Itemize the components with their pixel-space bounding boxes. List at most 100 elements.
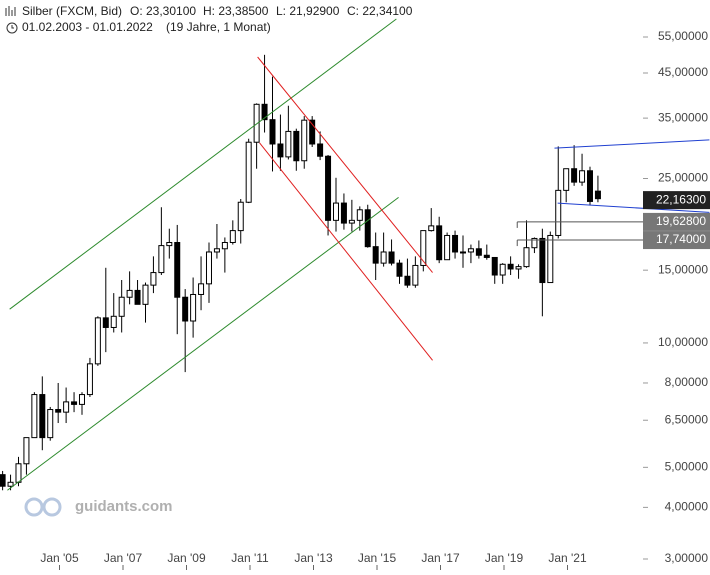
candle-body (221, 242, 228, 250)
y-tick-label: 5,00000 (665, 459, 709, 473)
candle-body (213, 248, 220, 253)
candle-body (158, 245, 165, 274)
candle-body (356, 209, 363, 221)
candle-body (531, 237, 538, 249)
candle-body (245, 141, 252, 203)
candle-body (444, 234, 451, 261)
candle-body (102, 317, 109, 328)
candle-body (452, 234, 459, 253)
candle-body (86, 363, 93, 396)
candle-body (428, 225, 435, 232)
x-tick-label: Jan '05 (40, 551, 79, 565)
candle-body (15, 463, 22, 483)
x-tick-label: Jan '19 (485, 551, 524, 565)
candle-body (348, 219, 355, 224)
price-label: 19,62800 (656, 214, 706, 228)
candle-body (515, 266, 522, 270)
candle-body (47, 409, 54, 439)
header-close: C: 22,34100 (347, 4, 413, 18)
candle-body (285, 130, 292, 158)
candle-body (190, 293, 197, 322)
trend-line (257, 56, 433, 273)
candle-body (0, 474, 6, 487)
trend-line (7, 197, 399, 491)
x-tick-label: Jan '21 (548, 551, 587, 565)
trend-line (554, 139, 710, 149)
x-tick-label: Jan '11 (231, 551, 269, 565)
candle-body (39, 394, 46, 439)
candle-body (594, 190, 601, 200)
candle-body (293, 130, 300, 162)
y-tick-label: 15,00000 (658, 262, 708, 276)
candle-body (261, 103, 268, 121)
y-tick-label: 45,00000 (658, 65, 708, 79)
candle-body (475, 248, 482, 256)
candle-body (277, 143, 284, 158)
candle-body (7, 481, 14, 487)
candle-body (229, 230, 236, 244)
header-low: L: 21,92900 (276, 4, 340, 18)
y-tick-label: 10,00000 (658, 335, 708, 349)
candle-body (539, 237, 546, 284)
x-tick-label: Jan '09 (167, 551, 206, 565)
log-icon (5, 6, 16, 16)
candle-body (340, 202, 347, 224)
trend-line (259, 142, 433, 361)
candle-body (364, 209, 371, 248)
y-tick-label: 35,00000 (658, 110, 708, 124)
candle-body (309, 119, 316, 145)
header-high: H: 23,38500 (203, 4, 269, 18)
candle-body (63, 401, 70, 413)
candle-body (547, 234, 554, 284)
candle-body (78, 394, 85, 405)
y-tick-label: 4,00000 (665, 500, 709, 514)
price-label: 22,16300 (656, 192, 706, 206)
candle-body (198, 283, 205, 295)
x-tick-label: Jan '17 (421, 551, 460, 565)
candle-body (31, 394, 38, 439)
candle-body (412, 264, 419, 286)
candle-body (507, 263, 514, 270)
y-tick-label: 25,00000 (658, 171, 708, 185)
candle-body (182, 296, 189, 322)
x-tick-label: Jan '15 (358, 551, 397, 565)
trend-line (9, 18, 397, 310)
candle-body (499, 263, 506, 276)
candle-body (332, 202, 339, 221)
candle-body (459, 251, 466, 254)
header-open: O: 23,30100 (130, 4, 196, 18)
candle-body (483, 254, 490, 258)
candle-body (563, 168, 570, 191)
price-box (643, 231, 710, 250)
trend-line (557, 202, 710, 213)
x-tick-label: Jan '07 (104, 551, 143, 565)
y-tick-label: 3,00000 (665, 551, 709, 565)
candle-body (380, 251, 387, 264)
candle-body (555, 189, 562, 236)
candle-body (467, 248, 474, 253)
y-tick-label: 8,00000 (665, 375, 709, 389)
candle-body (372, 246, 379, 264)
candle-body (237, 201, 244, 232)
chart-title: Silber (FXCM, Bid) (22, 4, 122, 18)
watermark: guidants.com (75, 498, 173, 515)
logo (24, 497, 62, 517)
range-note: (19 Jahre, 1 Monat) (166, 20, 271, 34)
candle-body (436, 225, 443, 261)
candle-body (23, 437, 30, 465)
candle-body (325, 155, 332, 221)
candle-body (150, 272, 157, 286)
candle-body (317, 143, 324, 157)
y-tick-label: 55,00000 (658, 29, 708, 43)
candle-body (388, 251, 395, 264)
candle-body (205, 251, 212, 285)
candle-body (301, 119, 308, 162)
candle-body (71, 401, 78, 405)
candle-body (491, 256, 498, 276)
candle-body (174, 242, 181, 298)
candle-body (396, 262, 403, 277)
candle-body (142, 284, 149, 305)
y-tick-label: 6,50000 (665, 412, 709, 426)
candle-body (134, 289, 141, 305)
